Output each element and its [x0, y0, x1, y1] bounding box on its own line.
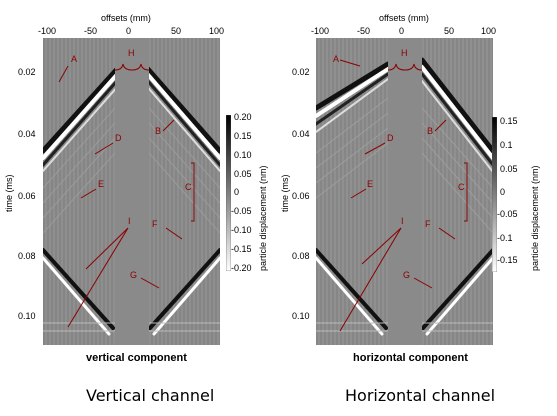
colorbar-tick: -0.20: [231, 263, 252, 273]
x-tick: -100: [38, 26, 57, 36]
annotation-d: D: [387, 133, 394, 143]
x-tick: 0: [126, 26, 132, 36]
y-tick: 0.10: [18, 311, 36, 321]
panel-caption: Horizontal channel: [345, 386, 496, 405]
x-axis-label: offsets (mm): [101, 13, 151, 23]
x-tick: -50: [357, 26, 371, 36]
colorbar: [492, 117, 497, 272]
annotation-d: D: [115, 133, 122, 143]
colorbar-tick: 0.10: [234, 150, 252, 160]
annotation-g: G: [403, 270, 410, 280]
annotation-e: E: [367, 179, 373, 189]
x-tick: 100: [481, 26, 497, 36]
annotation-e: E: [98, 179, 104, 189]
y-tick: 0.08: [18, 251, 36, 261]
annotation-i: I: [401, 216, 404, 226]
y-tick: 0.02: [292, 67, 310, 77]
x-tick: 50: [171, 26, 182, 36]
y-tick: 0.02: [18, 67, 36, 77]
y-tick: 0.04: [292, 129, 310, 139]
panel-title: vertical component: [86, 352, 187, 364]
annotation-i: I: [128, 216, 131, 226]
panel-caption: Vertical channel: [86, 386, 215, 405]
colorbar-tick: 0.15: [500, 116, 518, 126]
annotation-a: A: [71, 54, 77, 64]
colorbar-tick: -0.10: [231, 225, 252, 235]
annotation-b: B: [155, 126, 161, 136]
y-tick: 0.06: [18, 191, 36, 201]
colorbar: [226, 115, 231, 271]
colorbar-tick: 0.1: [500, 140, 513, 150]
y-axis-label: time (ms): [4, 174, 14, 213]
x-tick: 0: [399, 26, 405, 36]
panel-horizontal: offsets (mm) -100 -50 0 50 100 time (ms)…: [278, 0, 557, 416]
colorbar-label: particle displacement (nm): [258, 165, 268, 271]
y-tick: 0.08: [292, 251, 310, 261]
y-tick: 0.06: [292, 191, 310, 201]
colorbar-tick: -0.15: [497, 255, 518, 265]
y-tick: 0.10: [292, 311, 310, 321]
x-tick: -100: [311, 26, 330, 36]
annotation-f: F: [152, 219, 158, 229]
colorbar-tick: -0.15: [231, 244, 252, 254]
panel-title: horizontal component: [353, 352, 468, 364]
colorbar-tick: 0: [234, 187, 240, 197]
colorbar-tick: 0.05: [500, 164, 518, 174]
seismic-image: A B C D E F G H I: [316, 38, 493, 345]
x-tick: 100: [209, 26, 225, 36]
colorbar-tick: -0.1: [497, 233, 513, 243]
annotation-h: H: [401, 48, 408, 58]
x-tick: 50: [444, 26, 455, 36]
colorbar-tick: 0.20: [234, 112, 252, 122]
y-axis-label: time (ms): [280, 174, 290, 213]
seismic-image: A B C D E F G H I: [43, 38, 220, 345]
annotation-h: H: [128, 48, 135, 58]
colorbar-tick: -0.05: [231, 206, 252, 216]
x-axis-label: offsets (mm): [379, 13, 429, 23]
annotation-c: C: [185, 182, 192, 192]
panel-vertical: offsets (mm) -100 -50 0 50 100 time (ms)…: [0, 0, 278, 416]
annotation-c: C: [458, 182, 465, 192]
x-tick: -50: [84, 26, 98, 36]
colorbar-tick: 0.05: [234, 169, 252, 179]
colorbar-label: particle displacement (nm): [530, 165, 540, 271]
colorbar-tick: 0: [500, 187, 506, 197]
colorbar-tick: -0.05: [497, 209, 518, 219]
annotation-a: A: [333, 54, 339, 64]
annotation-f: F: [425, 219, 431, 229]
annotation-b: B: [427, 126, 433, 136]
annotation-g: G: [130, 270, 137, 280]
y-tick: 0.04: [18, 129, 36, 139]
colorbar-tick: 0.15: [234, 131, 252, 141]
